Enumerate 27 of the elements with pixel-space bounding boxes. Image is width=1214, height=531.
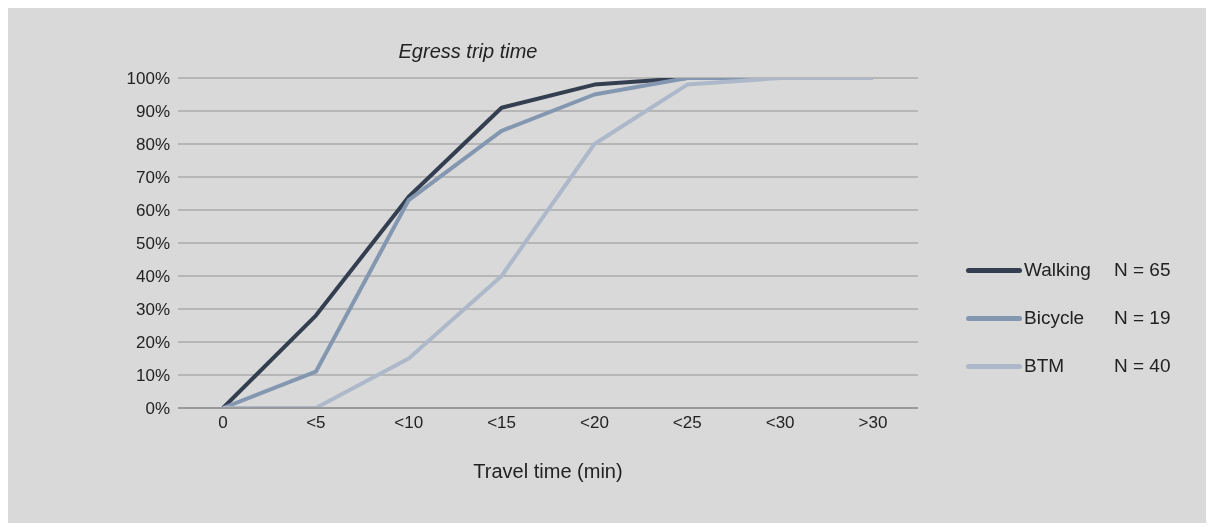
text: N = 19 [1114,307,1171,329]
y-tick-label: 70% [135,168,170,188]
x-tick-label: <20 [580,413,609,433]
y-tick-label: 90% [135,102,170,122]
legend-label: Walking [1024,259,1092,281]
y-tick-label: 0% [145,399,170,419]
x-axis-title: Travel time (min) [473,460,623,482]
y-tick-label: 10% [135,366,170,386]
x-tick-label: 0 [218,413,228,433]
text: N = 40 [1114,355,1171,377]
text: N = 65 [1114,259,1171,281]
legend-label: BTM [1024,355,1066,377]
y-tick-label: 40% [135,267,170,287]
x-tick-label: <5 [306,413,326,433]
y-tick-label: 20% [135,333,170,353]
chart-title: Egress trip time [397,40,539,63]
legend-label: Bicycle [1024,307,1086,329]
x-tick-label: <10 [394,413,424,433]
y-tick-label: 80% [135,135,170,155]
x-tick-label: >30 [858,413,888,433]
x-tick-label: <30 [765,413,795,433]
y-tick-label: 100% [126,69,170,89]
x-tick-label: <25 [672,413,702,433]
y-tick-label: 60% [135,201,170,221]
y-tick-label: 50% [135,234,170,254]
x-tick-label: <15 [487,413,516,433]
y-tick-label: 30% [135,300,170,320]
